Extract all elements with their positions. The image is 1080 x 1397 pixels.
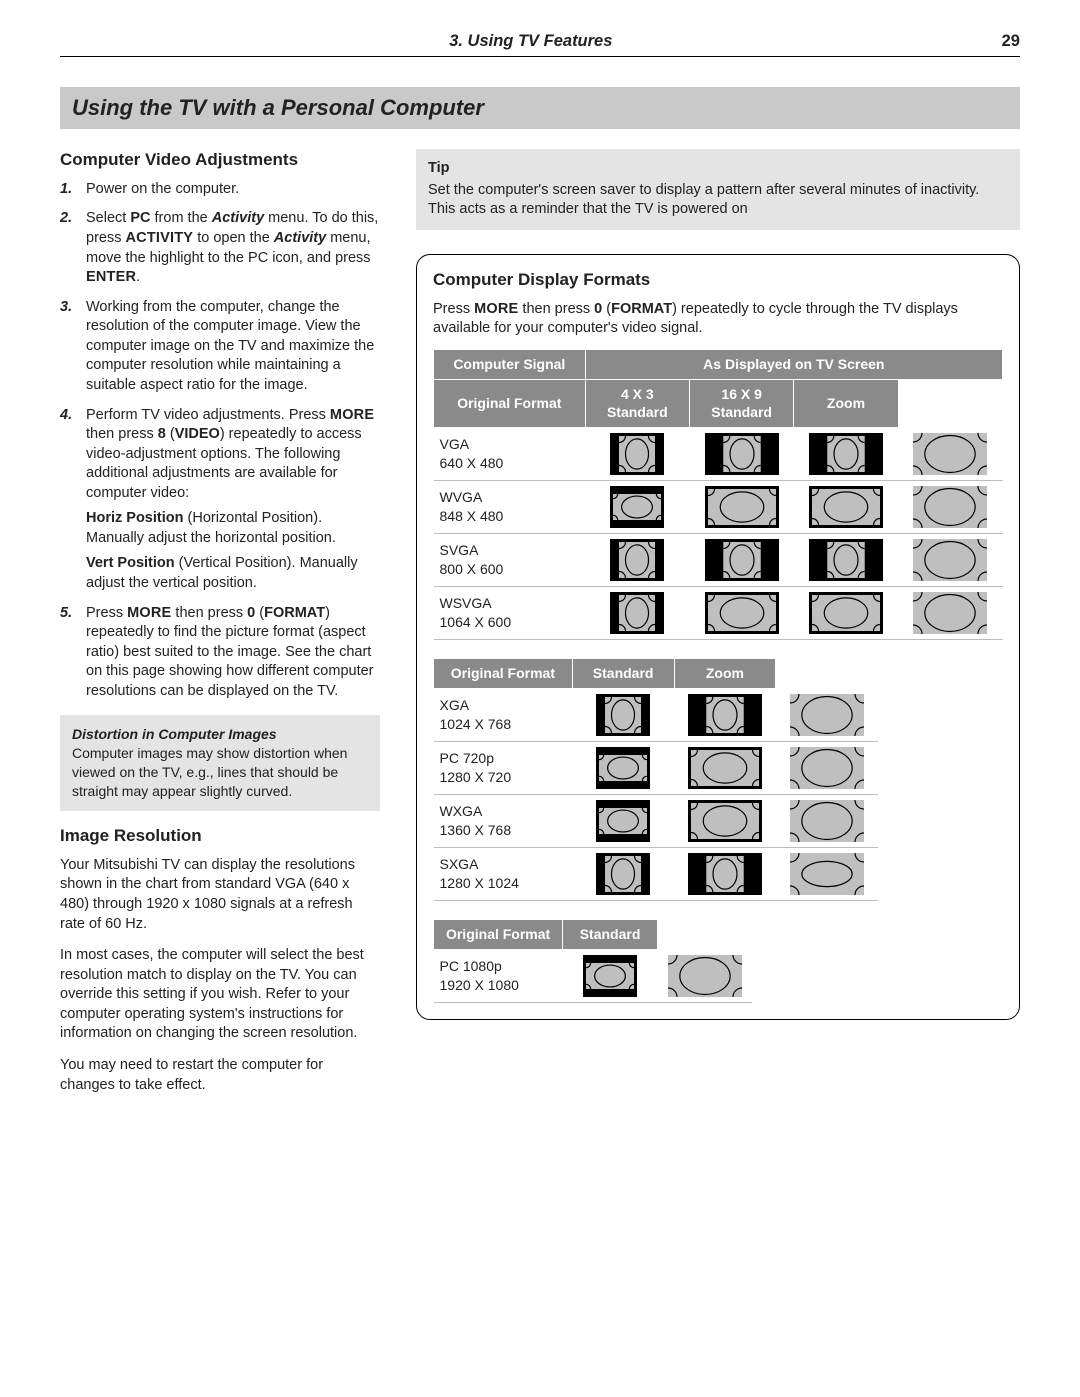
signal-cell: SXGA 1280 X 1024 xyxy=(434,848,573,901)
format-icon xyxy=(898,587,1002,640)
signal-cell: PC 1080p 1920 X 1080 xyxy=(434,950,563,1003)
format-table-3: Original Format Standard PC 1080p 1920 X… xyxy=(433,919,752,1003)
format-icon xyxy=(657,950,752,1003)
section-title-cva: Computer Video Adjustments xyxy=(60,149,380,172)
step-5: Press MORE then press 0 (FORMAT) repeate… xyxy=(60,604,380,702)
signal-cell: PC 720p 1280 X 720 xyxy=(434,742,573,795)
format-icon xyxy=(585,534,689,587)
format-icon xyxy=(572,742,674,795)
signal-cell: SVGA 800 X 600 xyxy=(434,534,586,587)
signal-cell: WVGA 848 X 480 xyxy=(434,481,586,534)
th-orig-format: Original Format xyxy=(434,379,586,428)
th-4x3: 4 X 3Standard xyxy=(585,379,689,428)
format-icon xyxy=(794,534,898,587)
format-icon xyxy=(674,742,776,795)
table-row: WVGA 848 X 480 xyxy=(434,481,1003,534)
imgres-para-3: You may need to restart the computer for… xyxy=(60,1056,380,1095)
imgres-para-1: Your Mitsubishi TV can display the resol… xyxy=(60,856,380,934)
format-icon xyxy=(585,587,689,640)
format-icon xyxy=(572,689,674,742)
signal-cell: WXGA 1360 X 768 xyxy=(434,795,573,848)
table-row: SXGA 1280 X 1024 xyxy=(434,848,878,901)
format-icon xyxy=(585,428,689,481)
th-as-displayed: As Displayed on TV Screen xyxy=(585,349,1002,379)
table-row: PC 1080p 1920 X 1080 xyxy=(434,950,753,1003)
format-icon xyxy=(572,848,674,901)
tip-box: Tip Set the computer's screen saver to d… xyxy=(416,149,1020,230)
th-comp-signal: Computer Signal xyxy=(434,349,586,379)
th-standard-2: Standard xyxy=(572,659,674,689)
section-banner: Using the TV with a Personal Computer xyxy=(60,87,1020,129)
format-table-1: Computer Signal As Displayed on TV Scree… xyxy=(433,349,1003,641)
table1-body: VGA 640 X 480WVGA 848 X 480SVGA 800 X 60… xyxy=(434,428,1003,640)
table-row: SVGA 800 X 600 xyxy=(434,534,1003,587)
th-zoom-2: Zoom xyxy=(674,659,776,689)
panel-intro: Press MORE then press 0 (FORMAT) repeate… xyxy=(433,300,1003,339)
table3-body: PC 1080p 1920 X 1080 xyxy=(434,950,753,1003)
signal-cell: WSVGA 1064 X 600 xyxy=(434,587,586,640)
table-row: WXGA 1360 X 768 xyxy=(434,795,878,848)
format-icon xyxy=(898,534,1002,587)
panel-title: Computer Display Formats xyxy=(433,269,1003,292)
format-icon xyxy=(689,428,793,481)
th-16x9: 16 X 9Standard xyxy=(689,379,793,428)
format-icon xyxy=(674,795,776,848)
table-row: PC 720p 1280 X 720 xyxy=(434,742,878,795)
format-icon xyxy=(898,481,1002,534)
th-zoom: Zoom xyxy=(794,379,898,428)
table-row: VGA 640 X 480 xyxy=(434,428,1003,481)
format-icon xyxy=(674,689,776,742)
section-title-imgres: Image Resolution xyxy=(60,825,380,848)
table-row: XGA 1024 X 768 xyxy=(434,689,878,742)
format-icon xyxy=(776,742,878,795)
th-orig-format-2: Original Format xyxy=(434,659,573,689)
display-formats-panel: Computer Display Formats Press MORE then… xyxy=(416,254,1020,1021)
th-orig-format-3: Original Format xyxy=(434,920,563,950)
page-header: 3. Using TV Features 29 xyxy=(60,30,1020,57)
format-icon xyxy=(776,689,878,742)
format-icon xyxy=(585,481,689,534)
format-icon xyxy=(689,534,793,587)
format-icon xyxy=(794,587,898,640)
step-3: Working from the computer, change the re… xyxy=(60,298,380,396)
imgres-para-2: In most cases, the computer will select … xyxy=(60,946,380,1044)
format-table-2: Original Format Standard Zoom XGA 1024 X… xyxy=(433,658,878,901)
right-column: Tip Set the computer's screen saver to d… xyxy=(416,149,1020,1107)
signal-cell: VGA 640 X 480 xyxy=(434,428,586,481)
steps-list: Power on the computer. Select PC from th… xyxy=(60,180,380,702)
step-4: Perform TV video adjustments. Press MORE… xyxy=(60,406,380,594)
format-icon xyxy=(674,848,776,901)
th-standard-3: Standard xyxy=(563,920,658,950)
left-column: Computer Video Adjustments Power on the … xyxy=(60,149,380,1107)
format-icon xyxy=(776,795,878,848)
format-icon xyxy=(563,950,658,1003)
table2-body: XGA 1024 X 768PC 720p 1280 X 720WXGA 136… xyxy=(434,689,878,901)
format-icon xyxy=(572,795,674,848)
step-2: Select PC from the Activity menu. To do … xyxy=(60,209,380,287)
format-icon xyxy=(776,848,878,901)
step-1: Power on the computer. xyxy=(60,180,380,200)
format-icon xyxy=(794,428,898,481)
format-icon xyxy=(689,587,793,640)
format-icon xyxy=(898,428,1002,481)
chapter-title: 3. Using TV Features xyxy=(449,30,612,52)
distortion-note: Distortion in Computer Images Computer i… xyxy=(60,715,380,811)
format-icon xyxy=(689,481,793,534)
page-number: 29 xyxy=(1002,30,1020,52)
format-icon xyxy=(794,481,898,534)
table-row: WSVGA 1064 X 600 xyxy=(434,587,1003,640)
signal-cell: XGA 1024 X 768 xyxy=(434,689,573,742)
